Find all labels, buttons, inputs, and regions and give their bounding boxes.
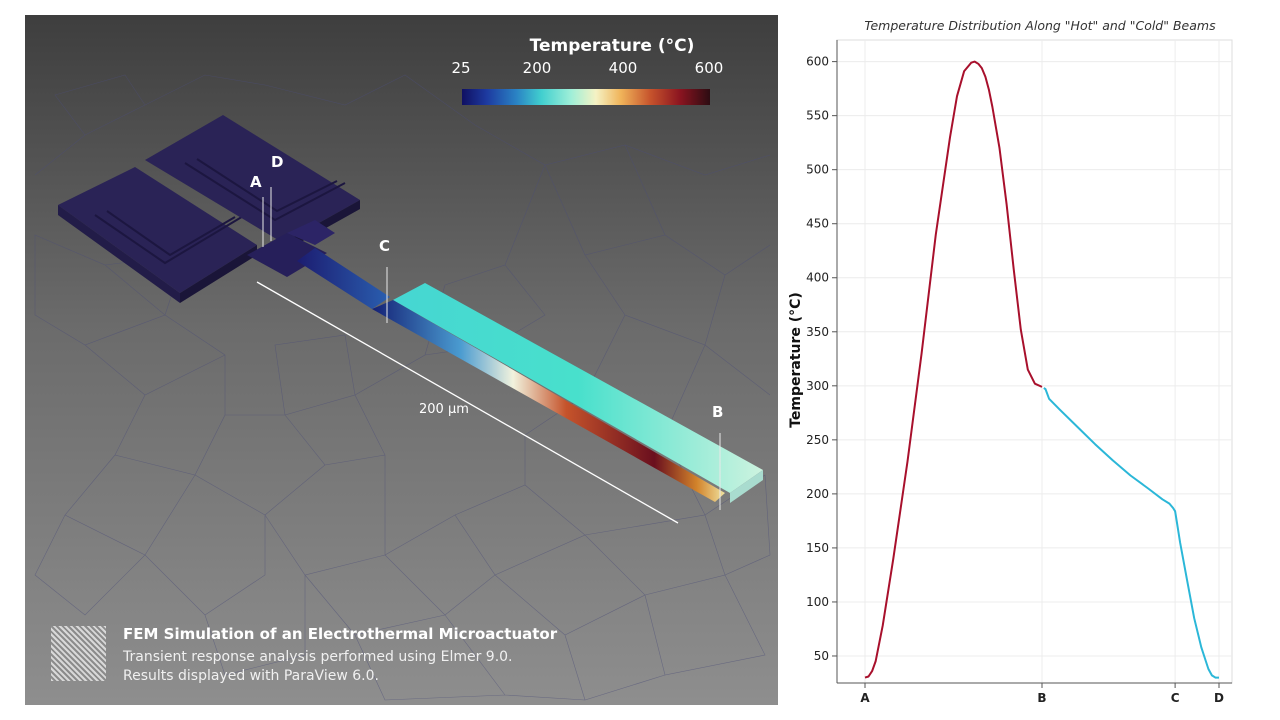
background-mesh [34,74,771,701]
series-line-1 [1043,387,1219,679]
colorbar-tick: 600 [694,59,724,77]
caption: FEM Simulation of an Electrothermal Micr… [51,625,751,685]
marker-c-label: C [379,237,391,255]
y-tick-label: 500 [806,163,829,177]
x-axis: A B C D [837,682,1232,705]
y-tick-label: 250 [806,433,829,447]
y-tick-label: 600 [806,55,829,69]
y-axis-label: Temperature (°C) [788,292,804,428]
y-tick-label: 100 [806,595,829,609]
caption-title: FEM Simulation of an Electrothermal Micr… [123,625,558,643]
y-tick-label: 300 [806,379,829,393]
x-tick-label: D [1214,691,1224,705]
hot-beam [372,300,725,502]
render-viewport: Temperature (°C) 25 200 400 600 A D C B … [25,15,778,705]
marker-b-label: B [712,403,724,421]
x-tick-label: C [1171,691,1180,705]
series-line-0 [864,60,1043,679]
x-tick-label: A [860,691,870,705]
y-tick-label: 50 [814,649,829,663]
y-tick-label: 200 [806,487,829,501]
x-tick-label: B [1037,691,1046,705]
actuator-arm [297,248,390,309]
grid [836,39,1233,684]
plot-frame [836,39,1233,684]
colorbar-title: Temperature (°C) [529,36,695,56]
y-axis: 50 100 150 200 250 300 350 400 450 500 550 600 [806,40,838,683]
caption-line: Results displayed with ParaView 6.0. [123,668,379,684]
colorbar [462,89,710,105]
marker-d-label: D [271,153,284,171]
dimension-line [256,281,679,524]
series-lines [864,60,1219,679]
fem-scene [34,74,771,701]
y-tick-label: 450 [806,217,829,231]
right-electrode-pad [145,115,360,243]
caption-line: Transient response analysis performed us… [123,649,513,665]
colorbar-tick: 25 [451,59,471,77]
y-tick-label: 550 [806,109,829,123]
y-tick-label: 150 [806,541,829,555]
marker-a-label: A [250,173,262,191]
colorbar-tick: 200 [522,59,552,77]
cold-beam [393,283,763,493]
temperature-chart: Temperature Distribution Along "Hot" and… [788,18,1233,705]
chart-title: Temperature Distribution Along "Hot" and… [864,18,1216,33]
author-thumbnail [51,626,106,681]
y-tick-label: 400 [806,271,829,285]
left-electrode-pad [58,167,257,293]
dimension-label: 200 µm [419,402,469,417]
colorbar-tick: 400 [608,59,638,77]
y-tick-label: 350 [806,325,829,339]
